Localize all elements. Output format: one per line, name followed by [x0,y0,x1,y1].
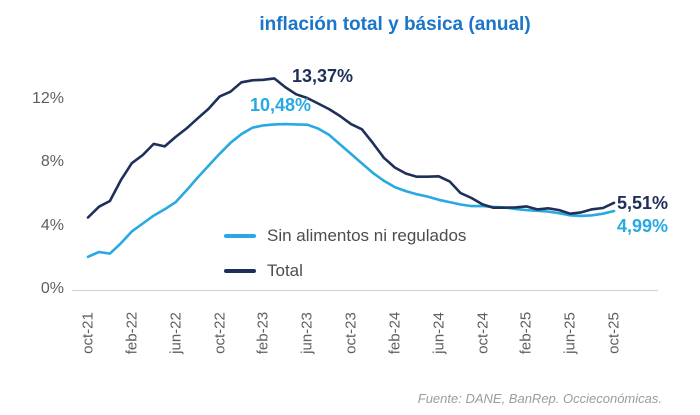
x-axis-tick-label: feb-23 [254,311,272,355]
total-inflation-line [86,77,616,219]
x-axis-tick-label: feb-22 [123,311,141,355]
y-axis-tick-label: 8% [40,153,64,171]
x-axis-tick-label: feb-25 [517,311,535,355]
x-axis-tick-label: oct-25 [605,312,623,354]
core-line-swatch-icon [224,234,256,238]
y-axis-tick-label: 12% [31,90,64,108]
legend: Sin alimentos ni regulados Total [224,226,466,281]
total-latest-value-label: 5,51% [617,193,669,213]
core-inflation-line [86,122,616,259]
x-axis-tick-label: jun-25 [561,312,579,354]
x-axis-tick-label: jun-22 [167,312,185,354]
legend-item-core: Sin alimentos ni regulados [224,226,466,246]
x-axis-tick-label: jun-23 [298,312,316,354]
x-axis-tick-label: jun-24 [430,312,448,354]
core-peak-value-label: 10,48% [250,95,312,115]
y-axis-tick-label: 0% [40,280,64,297]
chart-title: inflación total y básica (anual) [259,14,531,35]
legend-item-total: Total [224,261,466,281]
legend-label-core: Sin alimentos ni regulados [267,226,467,245]
x-axis-tick-label: oct-22 [211,312,228,354]
source-note: Fuente: DANE, BanRep. Occieconómicas. [417,391,662,406]
x-axis-tick-label: feb-24 [386,311,404,355]
y-axis-tick-label: 4% [40,216,64,234]
core-latest-value-label: 4,99% [617,216,669,236]
legend-label-total: Total [267,261,303,280]
x-axis-tick-label: oct-21 [79,312,97,354]
x-axis-tick-label: oct-24 [474,312,491,354]
total-peak-value-label: 13,37% [292,66,354,86]
total-line-swatch-icon [224,269,256,273]
x-axis-tick-label: oct-23 [342,312,360,354]
